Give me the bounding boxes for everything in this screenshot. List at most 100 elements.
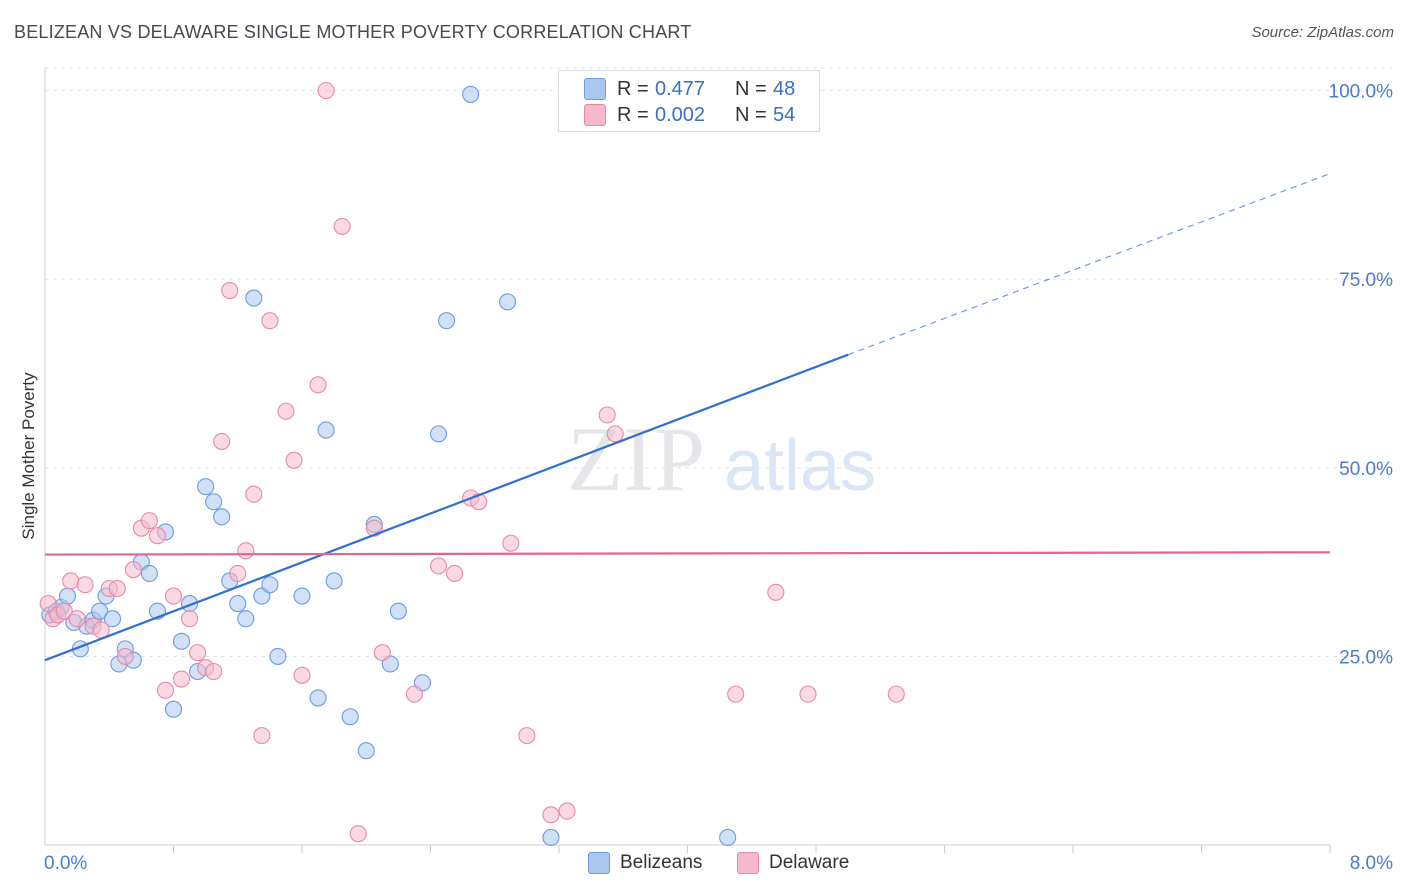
data-point-delaware — [108, 579, 126, 598]
stats-legend-row-belizeans: R = 0.477 N = 48 — [584, 77, 796, 101]
data-point-delaware — [373, 644, 391, 662]
x-tick-label: 0.0% — [44, 853, 87, 874]
data-point-delaware — [598, 406, 616, 424]
data-point-delaware — [542, 806, 560, 824]
stats-legend-row-delaware: R = 0.002 N = 54 — [584, 103, 796, 127]
data-point-belizeans — [245, 289, 263, 307]
data-point-belizeans — [237, 610, 255, 628]
data-point-delaware — [39, 595, 57, 613]
data-point-belizeans — [325, 572, 343, 590]
y-axis-label: Single Mother Poverty — [19, 372, 38, 540]
r-value: 0.002 — [655, 103, 706, 126]
legend-item-delaware[interactable]: Delaware — [737, 852, 849, 874]
data-point-belizeans — [205, 493, 223, 511]
data-point-belizeans — [229, 595, 247, 613]
data-point-belizeans — [389, 602, 407, 620]
data-point-delaware — [405, 685, 423, 703]
data-point-delaware — [229, 564, 247, 582]
y-tick-label: 25.0% — [1339, 647, 1393, 668]
data-point-belizeans — [172, 632, 191, 650]
n-label: N = — [735, 77, 767, 100]
n-label: N = — [735, 103, 767, 126]
trend-extension-belizeans — [847, 173, 1331, 356]
data-point-belizeans — [213, 508, 231, 526]
data-point-delaware — [261, 312, 279, 330]
y-tick-label: 100.0% — [1329, 82, 1394, 103]
trend-line-belizeans — [44, 353, 849, 662]
data-point-delaware — [253, 727, 271, 745]
data-point-delaware — [293, 666, 311, 684]
data-point-belizeans — [719, 828, 737, 847]
data-point-delaware — [727, 685, 745, 703]
data-point-delaware — [277, 402, 295, 420]
data-point-delaware — [164, 587, 183, 605]
data-point-delaware — [317, 82, 335, 100]
y-tick-label: 75.0% — [1339, 270, 1393, 291]
chart-title: BELIZEAN VS DELAWARE SINGLE MOTHER POVER… — [14, 22, 692, 42]
data-point-delaware — [767, 583, 785, 601]
source-label: Source: ZipAtlas.com — [1251, 24, 1394, 41]
data-point-delaware — [245, 485, 263, 503]
data-point-belizeans — [140, 564, 158, 582]
belizeans-legend-icon — [588, 852, 610, 874]
data-point-delaware — [181, 610, 199, 628]
r-label: R = — [617, 77, 649, 100]
watermark-atlas: atlas — [724, 426, 876, 506]
data-point-belizeans — [357, 742, 375, 760]
data-point-delaware — [62, 572, 80, 590]
data-point-delaware — [446, 564, 464, 582]
data-point-belizeans — [269, 647, 287, 665]
data-point-delaware — [148, 527, 166, 545]
data-point-belizeans — [58, 587, 77, 605]
data-point-delaware — [172, 670, 191, 688]
data-point-belizeans — [542, 828, 560, 847]
r-label: R = — [617, 103, 649, 126]
data-point-delaware — [76, 576, 94, 594]
data-point-belizeans — [429, 425, 448, 443]
data-point-delaware — [799, 685, 817, 703]
data-point-belizeans — [499, 293, 517, 311]
series-legend: Belizeans Delaware — [0, 852, 1406, 878]
data-point-belizeans — [103, 610, 122, 628]
r-value: 0.477 — [655, 77, 706, 100]
delaware-legend-icon — [737, 852, 759, 874]
data-point-delaware — [309, 376, 327, 394]
data-point-delaware — [55, 602, 73, 620]
trend-line-delaware — [44, 551, 1331, 556]
data-point-delaware — [221, 281, 239, 300]
data-point-delaware — [189, 644, 207, 662]
data-point-delaware — [333, 217, 351, 235]
y-tick-label: 50.0% — [1339, 459, 1393, 480]
data-point-delaware — [429, 557, 448, 575]
data-point-belizeans — [197, 478, 215, 496]
data-point-delaware — [237, 542, 255, 560]
x-tick-label: 8.0% — [1350, 853, 1393, 874]
data-point-delaware — [349, 825, 367, 843]
data-point-delaware — [502, 534, 520, 552]
data-point-belizeans — [462, 85, 480, 103]
watermark-zip: ZIP — [567, 408, 705, 510]
legend-label-delaware: Delaware — [769, 852, 850, 873]
data-point-delaware — [213, 432, 231, 450]
legend-item-belizeans[interactable]: Belizeans — [588, 852, 702, 874]
stats-legend: R = 0.477 N = 48 R = 0.002 N = 54 — [558, 70, 820, 132]
belizeans-swatch-icon — [584, 78, 606, 100]
data-point-delaware — [205, 662, 223, 681]
data-point-delaware — [365, 519, 383, 537]
data-point-delaware — [606, 425, 624, 443]
data-point-delaware — [285, 451, 303, 469]
data-point-belizeans — [438, 312, 456, 330]
data-point-belizeans — [91, 602, 109, 620]
data-point-delaware — [558, 802, 576, 820]
n-value: 54 — [773, 103, 796, 126]
data-point-delaware — [156, 681, 175, 699]
data-point-belizeans — [164, 700, 183, 718]
data-point-delaware — [887, 685, 905, 703]
data-point-delaware — [68, 610, 86, 628]
legend-label-belizeans: Belizeans — [620, 852, 703, 873]
data-point-delaware — [518, 727, 536, 745]
data-point-delaware — [140, 512, 158, 530]
n-value: 48 — [773, 77, 796, 100]
data-point-delaware — [124, 561, 142, 579]
